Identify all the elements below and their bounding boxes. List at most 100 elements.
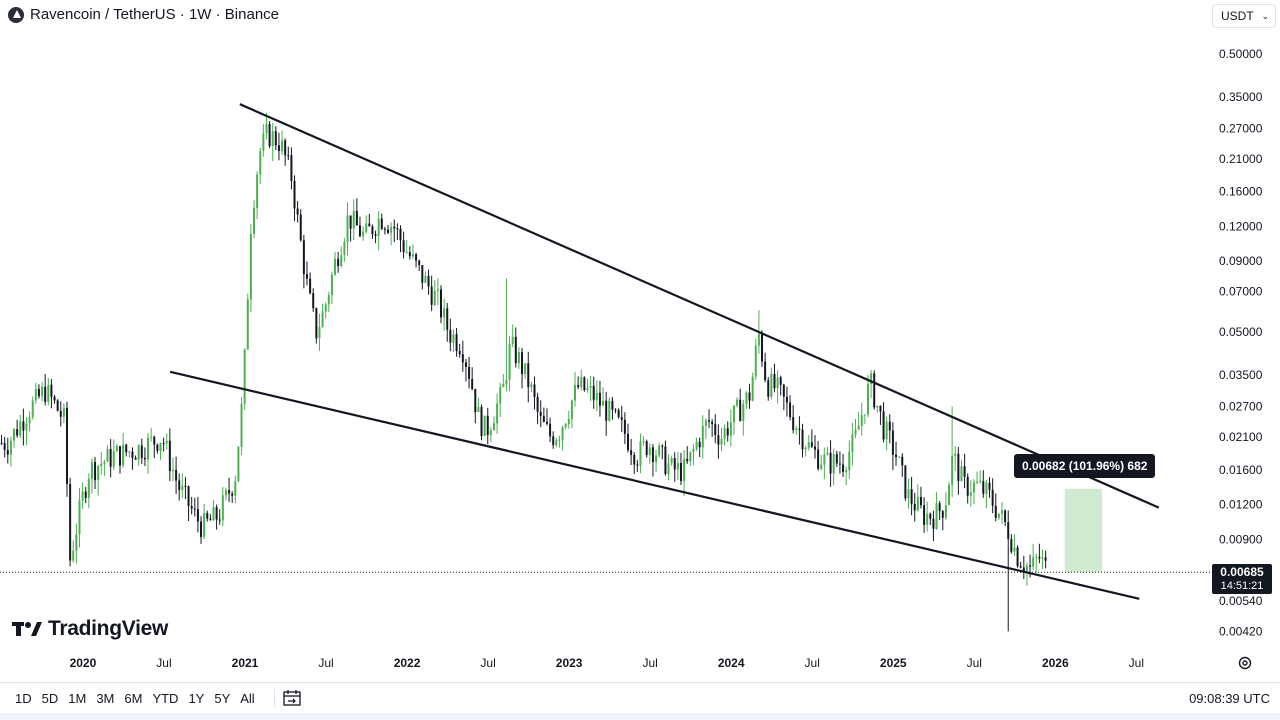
candle-body [184, 485, 187, 487]
candle-body [717, 435, 720, 445]
range-button-all[interactable]: All [240, 690, 255, 706]
candle [321, 303, 324, 328]
candle-body [122, 444, 125, 466]
candle [701, 415, 704, 459]
candle-body [75, 534, 78, 551]
candle [792, 405, 795, 434]
candle-body [1019, 566, 1022, 568]
candle-body [100, 463, 103, 467]
calendar-goto-icon[interactable] [283, 690, 301, 706]
candle [882, 402, 885, 443]
candle [94, 456, 97, 490]
candle-body [443, 308, 446, 318]
candle-body [972, 482, 975, 493]
candle-body [187, 486, 190, 507]
candle-body [228, 490, 231, 494]
range-button-5d[interactable]: 5D [41, 690, 59, 706]
candle [337, 251, 340, 273]
candle [496, 393, 499, 434]
price-tick-label: 0.50000 [1219, 47, 1263, 61]
range-button-ytd[interactable]: YTD [152, 690, 179, 706]
candle-body [72, 550, 75, 561]
symbol-header[interactable]: Ravencoin / TetherUS · 1W · Binance [8, 6, 279, 23]
candle-body [948, 484, 951, 506]
time-tick-label: 2024 [718, 656, 745, 670]
candle-body [224, 490, 227, 496]
candle-body [511, 336, 514, 344]
candle [253, 200, 256, 238]
candle [555, 437, 558, 448]
candle [810, 429, 813, 448]
candle-body [287, 155, 290, 157]
candle-body [789, 402, 792, 418]
candle-body [745, 392, 748, 405]
candle-body [340, 255, 343, 267]
candle-body [156, 444, 159, 451]
candle [885, 416, 888, 451]
candle [517, 347, 520, 369]
candle-body [754, 345, 757, 377]
candle [112, 439, 115, 471]
candle [898, 456, 901, 458]
candle [193, 497, 196, 517]
candle-body [583, 377, 586, 391]
candle [602, 387, 605, 406]
candle [405, 240, 408, 254]
candle [686, 446, 689, 464]
gear-icon[interactable] [1237, 655, 1253, 671]
tradingview-logo[interactable]: TradingView [12, 617, 168, 641]
candle-body [994, 505, 997, 518]
candle [938, 500, 941, 521]
candle [549, 417, 552, 443]
candle [84, 486, 87, 504]
candle [636, 460, 639, 473]
candle [611, 396, 614, 420]
range-button-1d[interactable]: 1D [15, 690, 32, 706]
candle [277, 132, 280, 161]
candle [944, 492, 947, 520]
candle [901, 453, 904, 477]
candle-body [552, 436, 555, 446]
candle-body [9, 440, 12, 455]
candle-body [969, 492, 972, 496]
candle-body [97, 466, 100, 481]
candle [848, 440, 851, 479]
candle [69, 477, 72, 567]
bar-countdown: 14:51:21 [1220, 580, 1264, 593]
range-button-6m[interactable]: 6M [124, 690, 143, 706]
candle-body [483, 415, 486, 436]
price-tick-label: 0.01200 [1219, 498, 1263, 512]
candle-body [608, 400, 611, 421]
candle-body [215, 507, 218, 520]
range-button-5y[interactable]: 5Y [214, 690, 231, 706]
candle-body [243, 349, 246, 404]
candle [626, 423, 629, 453]
candle [477, 397, 480, 413]
candle [907, 478, 910, 509]
candle [863, 414, 866, 424]
candle-body [424, 275, 427, 283]
candle-body [1004, 510, 1007, 523]
candle-body [670, 458, 673, 464]
candle-body [90, 462, 93, 479]
candle [620, 405, 623, 432]
candle-body [963, 466, 966, 477]
candle-body [489, 430, 492, 435]
candle-body [976, 481, 979, 483]
range-button-1y[interactable]: 1Y [188, 690, 205, 706]
candle-body [651, 447, 654, 463]
candle [888, 414, 891, 444]
candle-body [954, 453, 957, 456]
candle-body [901, 456, 904, 466]
range-button-1m[interactable]: 1M [68, 690, 87, 706]
candle-body [137, 445, 140, 460]
candle-body [748, 392, 751, 401]
currency-selector[interactable]: USDT ⌄ [1212, 4, 1276, 28]
candle [1022, 555, 1025, 580]
candle-body [676, 462, 679, 470]
candle-body [879, 405, 882, 412]
candle-body [1044, 557, 1047, 561]
range-button-3m[interactable]: 3M [96, 690, 115, 706]
candle [0, 434, 3, 445]
